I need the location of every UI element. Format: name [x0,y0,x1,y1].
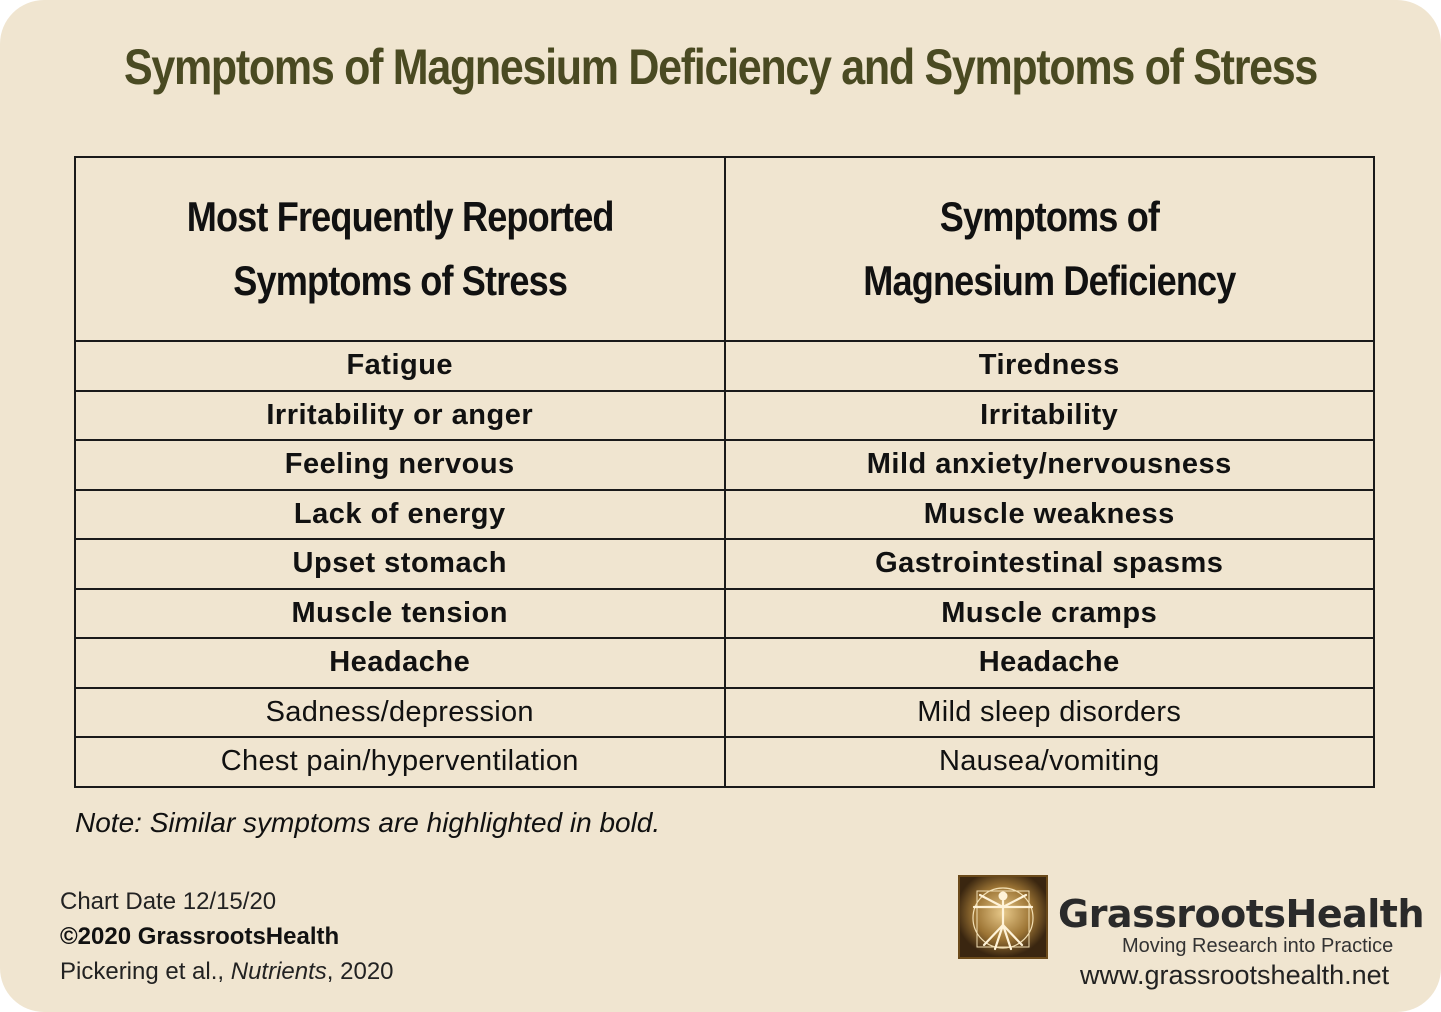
magnesium-symptom-cell: Mild sleep disorders [723,686,1375,738]
table-body: Fatigue Tiredness Irritability or anger Irr… [74,340,1375,788]
brand-tagline: Moving Research into Practice [1122,935,1394,957]
magnesium-symptom-cell: Mild anxiety/nervousness [723,439,1375,491]
table-row: Muscle tension Muscle cramps [74,587,1375,639]
header-magnesium-line-2: Magnesium Deficiency [863,257,1236,304]
magnesium-symptom-cell: Muscle cramps [723,587,1375,639]
magnesium-symptom-cell: Irritability [723,389,1375,441]
header-stress: Most Frequently Reported Symptoms of Str… [74,156,726,342]
header-magnesium-line-1: Symptoms of [939,193,1160,240]
symptoms-table: Most Frequently Reported Symptoms of Str… [74,156,1375,788]
stress-symptom-cell: Fatigue [74,340,726,392]
header-stress-line-2: Symptoms of Stress [232,257,568,304]
footer-info: Chart Date 12/15/20 ©2020 GrassrootsHeal… [60,884,394,989]
citation-journal: Nutrients [230,958,327,985]
stress-symptom-cell: Muscle tension [74,587,726,639]
stress-symptom-cell: Irritability or anger [74,389,726,441]
magnesium-symptom-cell: Nausea/vomiting [723,736,1375,788]
stress-symptom-cell: Sadness/depression [74,686,726,738]
page-title: Symptoms of Magnesium Deficiency and Sym… [123,39,1318,95]
copyright: ©2020 GrassrootsHealth [60,923,340,950]
chart-date: Chart Date 12/15/20 [60,888,277,915]
header-stress-line-1: Most Frequently Reported [186,193,614,240]
table-row: Feeling nervous Mild anxiety/nervousness [74,439,1375,491]
website-link[interactable]: www.grassrootshealth.net [1080,960,1390,990]
brand-name: GrassrootsHealth [1058,892,1425,936]
table-row: Headache Headache [74,637,1375,689]
stress-symptom-cell: Feeling nervous [74,439,726,491]
header-magnesium: Symptoms of Magnesium Deficiency [723,156,1375,342]
stress-symptom-cell: Lack of energy [74,488,726,540]
stress-symptom-cell: Headache [74,637,726,689]
citation-year: , 2020 [326,958,394,985]
magnesium-symptom-cell: Tiredness [723,340,1375,392]
magnesium-symptom-cell: Muscle weakness [723,488,1375,540]
stress-symptom-cell: Chest pain/hyperventilation [74,736,726,788]
table-row: Lack of energy Muscle weakness [74,488,1375,540]
table-row: Sadness/depression Mild sleep disorders [74,686,1375,738]
table-row: Fatigue Tiredness [74,340,1375,392]
table-row: Irritability or anger Irritability [74,389,1375,441]
citation: Pickering et al., Nutrients, 2020 [60,954,394,989]
magnesium-symptom-cell: Gastrointestinal spasms [723,538,1375,590]
table-row: Upset stomach Gastrointestinal spasms [74,538,1375,590]
stress-symptom-cell: Upset stomach [74,538,726,590]
table-note: Note: Similar symptoms are highlighted i… [75,807,661,838]
citation-authors: Pickering et al., [60,958,231,985]
table-row: Chest pain/hyperventilation Nausea/vomiti… [74,736,1375,788]
magnesium-symptom-cell: Headache [723,637,1375,689]
table-header-row: Most Frequently Reported Symptoms of Str… [74,156,1375,342]
vitruvian-man-icon [958,875,1048,959]
